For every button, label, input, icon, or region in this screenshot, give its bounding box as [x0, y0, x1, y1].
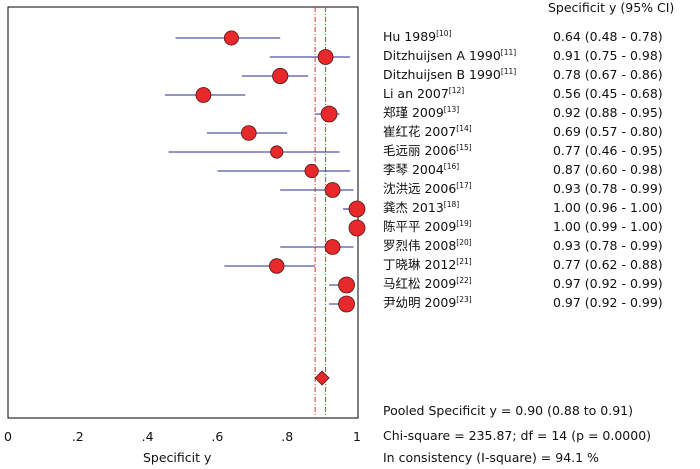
x-tick-label: 1 — [353, 429, 361, 444]
study-ci-text: 0.97 (0.92 - 0.99) — [553, 276, 663, 291]
study-ci-text: 0.91 (0.75 - 0.98) — [553, 48, 663, 63]
confidence-intervals — [165, 37, 357, 305]
study-marker — [338, 276, 355, 294]
study-name: 丁晓琳 2012 — [383, 257, 457, 272]
study-reference: [22] — [456, 275, 472, 285]
study-label: 崔红花 2007[14] — [383, 123, 472, 139]
study-name: 尹幼明 2009 — [383, 295, 457, 310]
study-reference: [11] — [500, 47, 517, 57]
study-name: Ditzhuijsen A 1990 — [383, 48, 501, 63]
x-axis-title: Specificit y — [143, 450, 212, 465]
study-marker — [348, 200, 366, 218]
study-ci-text: 0.97 (0.92 - 0.99) — [553, 295, 663, 310]
study-label: Ditzhuijsen A 1990[11] — [383, 47, 517, 63]
pooled-summary: Pooled Specificit y = 0.90 (0.88 to 0.91… — [383, 403, 633, 418]
study-label: 郑瑾 2009[13] — [383, 104, 460, 120]
study-ci-text: 0.93 (0.78 - 0.99) — [553, 181, 663, 196]
study-ci-text: 0.78 (0.67 - 0.86) — [553, 67, 663, 82]
study-ci-text: 1.00 (0.96 - 1.00) — [553, 200, 663, 215]
study-reference: [19] — [456, 218, 472, 228]
study-label: 丁晓琳 2012[21] — [383, 256, 472, 272]
x-tick-label: .4 — [142, 429, 154, 444]
study-reference: [11] — [500, 66, 517, 76]
study-ci-text: 0.77 (0.46 - 0.95) — [553, 143, 663, 158]
study-name: 毛远丽 2006 — [383, 143, 457, 158]
study-reference: [14] — [456, 123, 472, 133]
study-label: 尹幼明 2009[23] — [383, 294, 472, 310]
study-label: 毛远丽 2006[15] — [383, 142, 472, 158]
study-label: 李琴 2004[16] — [383, 161, 460, 177]
study-reference: [21] — [456, 256, 472, 266]
study-marker — [270, 145, 284, 159]
study-marker — [241, 125, 257, 141]
study-marker — [324, 239, 341, 255]
study-name: Hu 1989 — [383, 29, 437, 44]
study-marker — [348, 219, 366, 237]
study-ci-text: 0.69 (0.57 - 0.80) — [553, 124, 663, 139]
study-label: 罗烈伟 2008[20] — [383, 237, 472, 253]
study-name: 马红松 2009 — [383, 276, 457, 291]
study-ci-text: 0.64 (0.48 - 0.78) — [553, 29, 663, 44]
study-marker — [304, 163, 319, 179]
study-reference: [18] — [443, 199, 460, 209]
study-reference: [13] — [443, 104, 460, 114]
study-reference: [12] — [448, 85, 465, 95]
study-markers — [195, 30, 366, 313]
study-reference: [23] — [456, 294, 472, 304]
study-name: 沈洪远 2006 — [383, 181, 457, 196]
study-name: 罗烈伟 2008 — [383, 238, 457, 253]
study-reference: [10] — [436, 28, 452, 38]
study-label: 龚杰 2013[18] — [383, 199, 460, 215]
study-marker — [317, 49, 334, 65]
study-name: 李琴 2004 — [383, 162, 444, 177]
study-ci-text: 0.92 (0.88 - 0.95) — [553, 105, 663, 120]
study-ci-text: 0.87 (0.60 - 0.98) — [553, 162, 663, 177]
study-name: 陈平平 2009 — [383, 219, 457, 234]
study-marker — [272, 67, 289, 85]
study-name: 龚杰 2013 — [383, 200, 444, 215]
x-axis-ticks: 0 .2 .4 .6 .8 1 — [4, 429, 361, 444]
x-tick-label: .8 — [281, 429, 293, 444]
pooled-estimate — [314, 370, 330, 386]
study-name: 崔红花 2007 — [383, 124, 457, 139]
inconsistency-summary: In consistency (I-square) = 94.1 % — [383, 450, 599, 465]
x-tick-label: 0 — [4, 429, 12, 444]
plot-frame — [7, 6, 359, 419]
study-label: Hu 1989[10] — [383, 28, 452, 44]
study-ci-text: 0.93 (0.78 - 0.99) — [553, 238, 663, 253]
study-reference: [15] — [456, 142, 472, 152]
study-label: Ditzhuijsen B 1990[11] — [383, 66, 517, 82]
study-marker — [324, 182, 341, 198]
study-reference: [17] — [456, 180, 472, 190]
x-tick-label: .2 — [72, 429, 84, 444]
study-ci-text: 0.77 (0.62 - 0.88) — [553, 257, 663, 272]
pooled-diamond — [314, 370, 330, 386]
study-label: 沈洪远 2006[17] — [383, 180, 472, 196]
study-marker — [223, 30, 239, 46]
study-marker — [195, 87, 212, 103]
study-ci-text: 1.00 (0.99 - 1.00) — [553, 219, 663, 234]
study-ci-text: 0.56 (0.45 - 0.68) — [553, 86, 663, 101]
reference-lines — [314, 7, 327, 418]
study-name: 郑瑾 2009 — [383, 105, 444, 120]
x-tick-label: .6 — [211, 429, 223, 444]
study-name: Li an 2007 — [383, 86, 449, 101]
study-reference: [16] — [443, 161, 460, 171]
chi-square-summary: Chi-square = 235.87; df = 14 (p = 0.0000… — [383, 428, 652, 443]
study-marker — [320, 105, 338, 123]
study-label: 马红松 2009[22] — [383, 275, 472, 291]
study-label: 陈平平 2009[19] — [383, 218, 472, 234]
plot-border — [7, 6, 359, 419]
study-reference: [20] — [456, 237, 472, 247]
study-name: Ditzhuijsen B 1990 — [383, 67, 501, 82]
study-marker — [269, 258, 285, 274]
column-header: Specificit y (95% CI) — [548, 0, 675, 15]
study-marker — [338, 295, 355, 313]
study-label: Li an 2007[12] — [383, 85, 465, 101]
